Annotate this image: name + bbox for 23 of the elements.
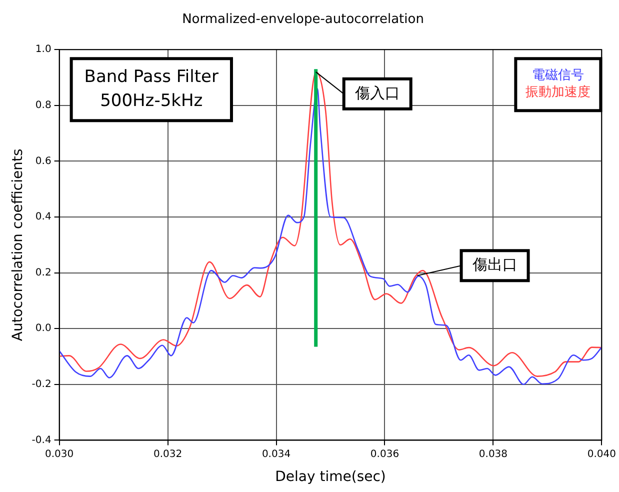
annotation: Band Pass Filter bbox=[84, 67, 218, 88]
y-tick-label: 0.0 bbox=[35, 323, 52, 334]
y-axis-title: Autocorrelation coefficients bbox=[10, 148, 26, 342]
x-axis-title: Delay time(sec) bbox=[275, 469, 386, 486]
x-tick-label: 0.032 bbox=[153, 448, 182, 460]
annotation: 傷出口 bbox=[471, 255, 518, 274]
annotation: 傷入口 bbox=[354, 84, 400, 102]
annotation: 500Hz-5kHz bbox=[100, 91, 203, 112]
y-tick-label: 0.6 bbox=[35, 156, 52, 167]
text: 振動加速度 bbox=[526, 84, 591, 100]
x-tick-label: 0.038 bbox=[478, 448, 508, 460]
x-tick-label: 0.040 bbox=[587, 448, 616, 460]
y-tick-label: 0.4 bbox=[35, 212, 52, 223]
y-tick-label: 1.0 bbox=[35, 44, 52, 56]
y-tick-label: -0.4 bbox=[32, 434, 52, 446]
x-tick-label: 0.036 bbox=[370, 448, 400, 460]
y-tick-label: -0.2 bbox=[32, 378, 52, 390]
y-tick-label: 0.8 bbox=[35, 100, 52, 111]
x-tick-label: 0.030 bbox=[44, 448, 74, 460]
x-tick-label: 0.034 bbox=[262, 448, 291, 460]
y-tick-label: 0.2 bbox=[35, 267, 52, 278]
text: 電磁信号 bbox=[532, 68, 584, 83]
chart-title: Normalized-envelope-autocorrelation bbox=[182, 12, 424, 28]
